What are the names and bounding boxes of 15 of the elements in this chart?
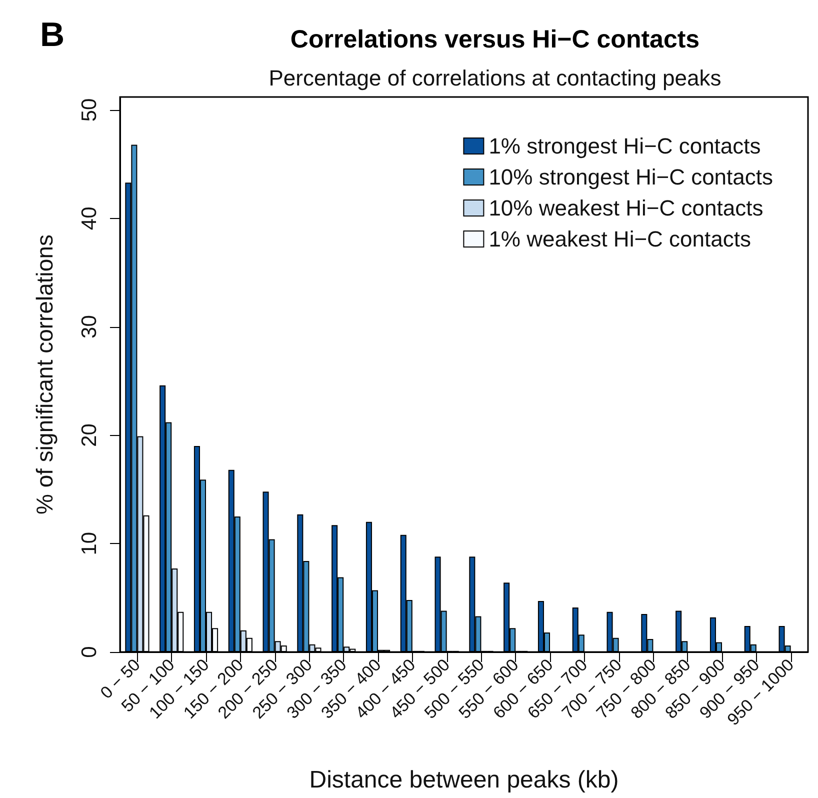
y-tick-label: 20 bbox=[78, 424, 101, 447]
y-tick-label: 0 bbox=[78, 646, 101, 658]
y-tick-label: 50 bbox=[78, 98, 101, 122]
legend-label: 1% weakest Hi−C contacts bbox=[488, 226, 751, 252]
legend-label: 10% strongest Hi−C contacts bbox=[488, 164, 774, 190]
legend-label: 1% strongest Hi−C contacts bbox=[488, 134, 761, 158]
x-axis-title: Distance between peaks (kb) bbox=[309, 766, 619, 794]
y-tick-label: 30 bbox=[78, 315, 101, 338]
y-axis-title: % of significant correlations bbox=[32, 234, 58, 514]
legend-label: 10% weakest Hi−C contacts bbox=[488, 196, 764, 220]
y-tick-label: 10 bbox=[78, 532, 101, 556]
text: B bbox=[40, 16, 65, 54]
chart-title: Correlations versus Hi−C contacts bbox=[290, 26, 700, 54]
y-tick-label: 40 bbox=[78, 206, 101, 230]
chart-subtitle: Percentage of correlations at contacting peaks bbox=[268, 66, 722, 90]
